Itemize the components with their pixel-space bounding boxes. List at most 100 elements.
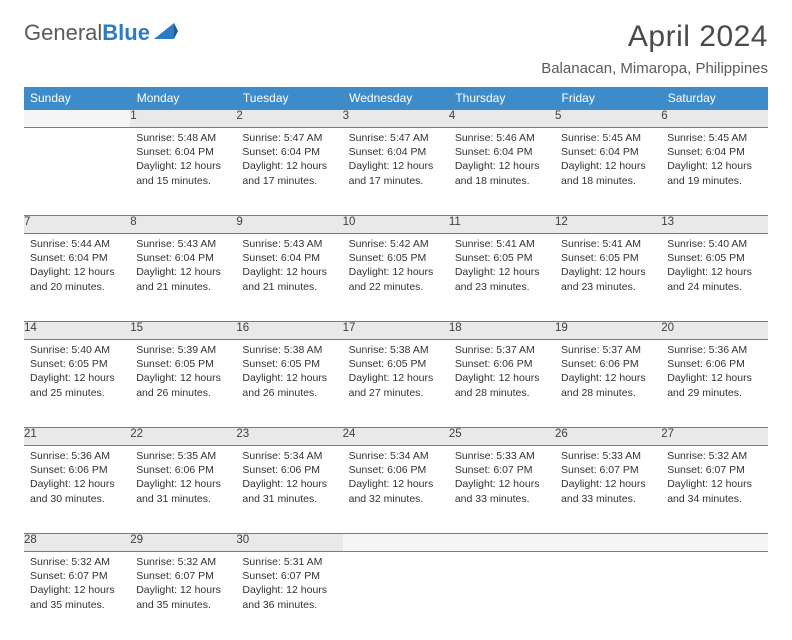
sunset-line: Sunset: 6:06 PM (136, 463, 230, 477)
logo-triangle-icon (154, 23, 178, 44)
day-number-cell: 27 (661, 428, 767, 446)
sunset-line: Sunset: 6:04 PM (667, 145, 761, 159)
sunset-line: Sunset: 6:07 PM (136, 569, 230, 583)
sunrise-line: Sunrise: 5:33 AM (561, 449, 655, 463)
day-cell: Sunrise: 5:38 AMSunset: 6:05 PMDaylight:… (236, 340, 342, 428)
sunset-line: Sunset: 6:05 PM (349, 251, 443, 265)
daylight-line: Daylight: 12 hours and 17 minutes. (349, 159, 443, 187)
sunrise-line: Sunrise: 5:37 AM (455, 343, 549, 357)
day-cell: Sunrise: 5:40 AMSunset: 6:05 PMDaylight:… (661, 234, 767, 322)
daylight-line: Daylight: 12 hours and 28 minutes. (561, 371, 655, 399)
month-title: April 2024 (541, 20, 768, 54)
day-cell: Sunrise: 5:31 AMSunset: 6:07 PMDaylight:… (236, 552, 342, 640)
day-number-cell: 11 (449, 216, 555, 234)
day-cell-content: Sunrise: 5:47 AMSunset: 6:04 PMDaylight:… (236, 128, 342, 192)
day-cell-content: Sunrise: 5:36 AMSunset: 6:06 PMDaylight:… (24, 446, 130, 510)
sunset-line: Sunset: 6:04 PM (136, 145, 230, 159)
daylight-line: Daylight: 12 hours and 33 minutes. (455, 477, 549, 505)
day-cell (661, 552, 767, 640)
day-number-row: 78910111213 (24, 216, 768, 234)
day-number-row: 14151617181920 (24, 322, 768, 340)
day-number-cell: 26 (555, 428, 661, 446)
day-number-cell: 23 (236, 428, 342, 446)
day-number-cell: 7 (24, 216, 130, 234)
sunrise-line: Sunrise: 5:32 AM (136, 555, 230, 569)
day-cell-content: Sunrise: 5:46 AMSunset: 6:04 PMDaylight:… (449, 128, 555, 192)
day-number-cell: 30 (236, 534, 342, 552)
day-cell-content: Sunrise: 5:39 AMSunset: 6:05 PMDaylight:… (130, 340, 236, 404)
day-number-cell: 15 (130, 322, 236, 340)
day-cell-content: Sunrise: 5:40 AMSunset: 6:05 PMDaylight:… (661, 234, 767, 298)
day-number-cell (343, 534, 449, 552)
day-number-cell: 2 (236, 110, 342, 128)
day-header: Sunday (24, 87, 130, 110)
sunset-line: Sunset: 6:05 PM (667, 251, 761, 265)
sunset-line: Sunset: 6:04 PM (242, 251, 336, 265)
daylight-line: Daylight: 12 hours and 31 minutes. (136, 477, 230, 505)
sunrise-line: Sunrise: 5:41 AM (455, 237, 549, 251)
day-number-row: 21222324252627 (24, 428, 768, 446)
daylight-line: Daylight: 12 hours and 35 minutes. (136, 583, 230, 611)
day-header: Monday (130, 87, 236, 110)
day-cell-content: Sunrise: 5:45 AMSunset: 6:04 PMDaylight:… (555, 128, 661, 192)
sunrise-line: Sunrise: 5:38 AM (242, 343, 336, 357)
day-cell-content: Sunrise: 5:42 AMSunset: 6:05 PMDaylight:… (343, 234, 449, 298)
daylight-line: Daylight: 12 hours and 33 minutes. (561, 477, 655, 505)
day-cell-content: Sunrise: 5:44 AMSunset: 6:04 PMDaylight:… (24, 234, 130, 298)
logo: GeneralBlue (24, 20, 178, 46)
daylight-line: Daylight: 12 hours and 18 minutes. (455, 159, 549, 187)
daylight-line: Daylight: 12 hours and 21 minutes. (136, 265, 230, 293)
sunset-line: Sunset: 6:04 PM (561, 145, 655, 159)
day-cell: Sunrise: 5:41 AMSunset: 6:05 PMDaylight:… (449, 234, 555, 322)
day-number-row: 282930 (24, 534, 768, 552)
sunset-line: Sunset: 6:06 PM (30, 463, 124, 477)
day-cell: Sunrise: 5:36 AMSunset: 6:06 PMDaylight:… (661, 340, 767, 428)
daylight-line: Daylight: 12 hours and 31 minutes. (242, 477, 336, 505)
sunrise-line: Sunrise: 5:45 AM (561, 131, 655, 145)
day-cell (555, 552, 661, 640)
day-cell: Sunrise: 5:35 AMSunset: 6:06 PMDaylight:… (130, 446, 236, 534)
day-cell-content: Sunrise: 5:33 AMSunset: 6:07 PMDaylight:… (449, 446, 555, 510)
sunrise-line: Sunrise: 5:46 AM (455, 131, 549, 145)
sunrise-line: Sunrise: 5:34 AM (349, 449, 443, 463)
sunrise-line: Sunrise: 5:40 AM (30, 343, 124, 357)
day-cell-content: Sunrise: 5:45 AMSunset: 6:04 PMDaylight:… (661, 128, 767, 192)
sunrise-line: Sunrise: 5:38 AM (349, 343, 443, 357)
day-cell: Sunrise: 5:47 AMSunset: 6:04 PMDaylight:… (236, 128, 342, 216)
day-cell-content: Sunrise: 5:43 AMSunset: 6:04 PMDaylight:… (130, 234, 236, 298)
day-cell: Sunrise: 5:36 AMSunset: 6:06 PMDaylight:… (24, 446, 130, 534)
sunrise-line: Sunrise: 5:35 AM (136, 449, 230, 463)
day-header: Thursday (449, 87, 555, 110)
daylight-line: Daylight: 12 hours and 36 minutes. (242, 583, 336, 611)
day-number-cell (449, 534, 555, 552)
calendar-table: SundayMondayTuesdayWednesdayThursdayFrid… (24, 87, 768, 640)
day-cell: Sunrise: 5:43 AMSunset: 6:04 PMDaylight:… (236, 234, 342, 322)
sunrise-line: Sunrise: 5:34 AM (242, 449, 336, 463)
day-cell: Sunrise: 5:32 AMSunset: 6:07 PMDaylight:… (24, 552, 130, 640)
sunset-line: Sunset: 6:05 PM (30, 357, 124, 371)
day-cell-content: Sunrise: 5:43 AMSunset: 6:04 PMDaylight:… (236, 234, 342, 298)
daylight-line: Daylight: 12 hours and 30 minutes. (30, 477, 124, 505)
day-number-cell: 1 (130, 110, 236, 128)
day-cell-content: Sunrise: 5:38 AMSunset: 6:05 PMDaylight:… (236, 340, 342, 404)
day-number-row: 123456 (24, 110, 768, 128)
sunset-line: Sunset: 6:06 PM (455, 357, 549, 371)
day-cell: Sunrise: 5:46 AMSunset: 6:04 PMDaylight:… (449, 128, 555, 216)
location-text: Balanacan, Mimaropa, Philippines (541, 60, 768, 77)
day-cell-content: Sunrise: 5:41 AMSunset: 6:05 PMDaylight:… (449, 234, 555, 298)
day-cell-content: Sunrise: 5:48 AMSunset: 6:04 PMDaylight:… (130, 128, 236, 192)
day-content-row: Sunrise: 5:48 AMSunset: 6:04 PMDaylight:… (24, 128, 768, 216)
day-cell: Sunrise: 5:44 AMSunset: 6:04 PMDaylight:… (24, 234, 130, 322)
sunset-line: Sunset: 6:07 PM (561, 463, 655, 477)
day-cell: Sunrise: 5:45 AMSunset: 6:04 PMDaylight:… (661, 128, 767, 216)
daylight-line: Daylight: 12 hours and 15 minutes. (136, 159, 230, 187)
daylight-line: Daylight: 12 hours and 23 minutes. (455, 265, 549, 293)
daylight-line: Daylight: 12 hours and 27 minutes. (349, 371, 443, 399)
sunrise-line: Sunrise: 5:44 AM (30, 237, 124, 251)
day-number-cell: 6 (661, 110, 767, 128)
day-cell-content: Sunrise: 5:34 AMSunset: 6:06 PMDaylight:… (343, 446, 449, 510)
sunrise-line: Sunrise: 5:39 AM (136, 343, 230, 357)
sunrise-line: Sunrise: 5:31 AM (242, 555, 336, 569)
day-number-cell: 8 (130, 216, 236, 234)
day-number-cell: 4 (449, 110, 555, 128)
